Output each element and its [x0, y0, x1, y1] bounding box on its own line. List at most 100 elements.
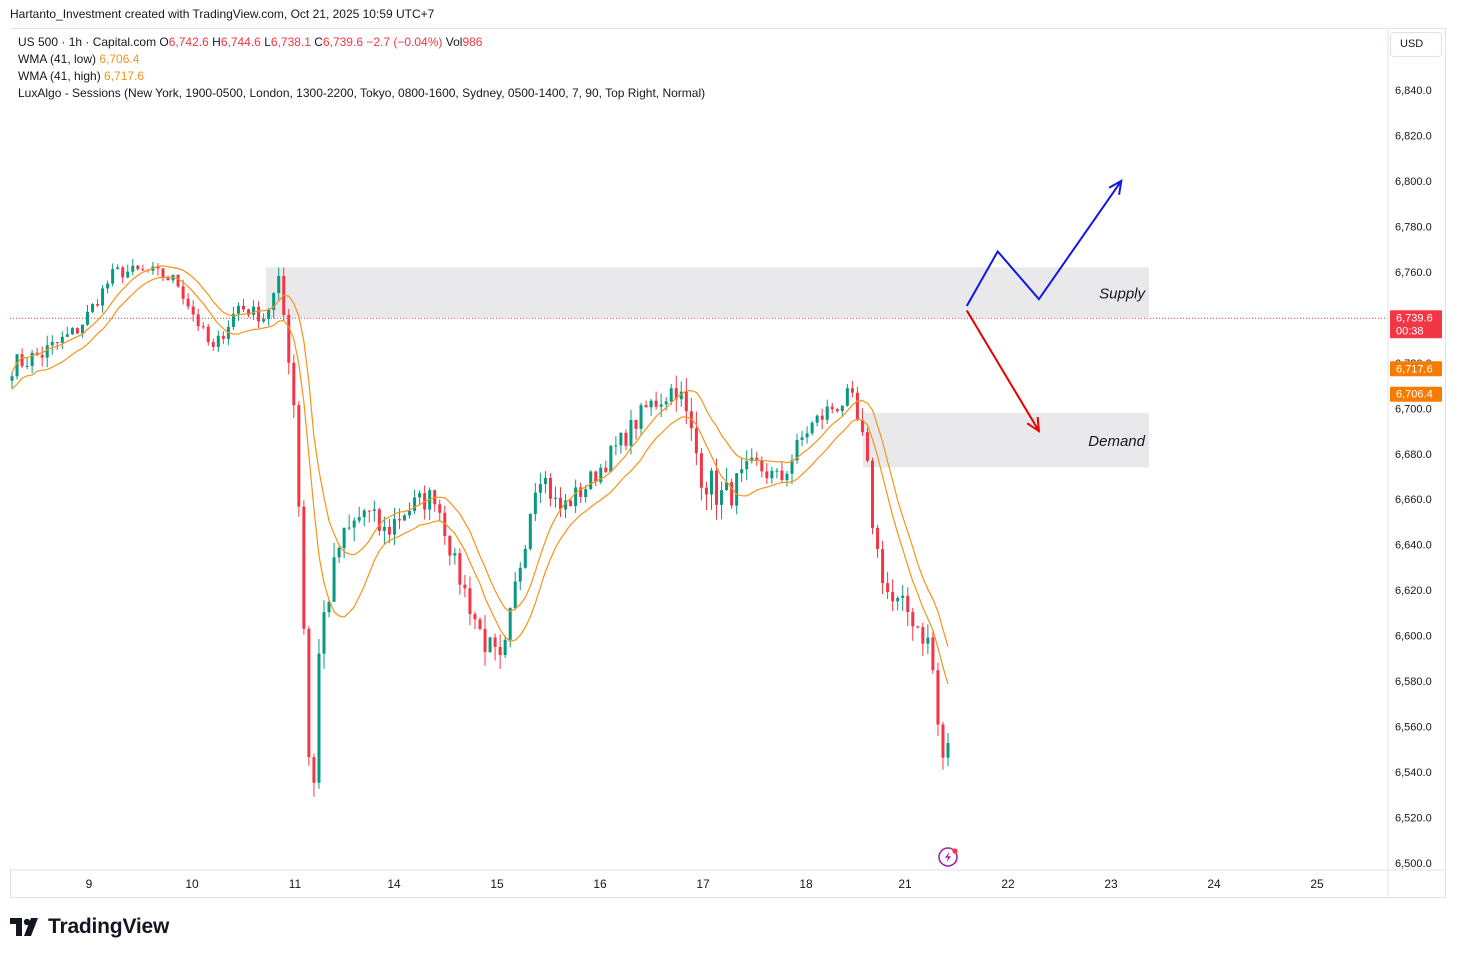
- candle: [272, 292, 276, 319]
- candle: [548, 473, 552, 507]
- low-label: L: [264, 35, 271, 49]
- time-axis: 9 10 11 14 15 16 17 18 21 22 23 24 25: [10, 869, 1446, 891]
- price-tick-label: 6,700.0: [1395, 403, 1432, 415]
- sessions-row[interactable]: LuxAlgo - Sessions (New York, 1900-0500,…: [18, 85, 705, 102]
- candle: [252, 300, 256, 321]
- candle: [317, 638, 321, 789]
- candle: [347, 514, 351, 531]
- bullish-projection-arrow[interactable]: [965, 180, 1123, 307]
- candle: [136, 264, 140, 271]
- plot-area[interactable]: [10, 29, 1387, 869]
- candle: [478, 617, 482, 631]
- candle: [292, 354, 296, 418]
- candle: [176, 274, 180, 289]
- candle: [483, 615, 487, 666]
- time-tick-label: 17: [696, 877, 710, 891]
- price-tick-label: 6,620.0: [1395, 585, 1432, 597]
- candle: [106, 280, 110, 294]
- candle: [740, 457, 744, 482]
- chart-legend: US 500 · 1h · Capital.com O6,742.6 H6,74…: [18, 34, 705, 102]
- tradingview-logo-icon: [10, 918, 38, 936]
- candle: [659, 393, 663, 418]
- candle: [785, 471, 789, 487]
- candle: [196, 308, 200, 332]
- candle: [75, 327, 79, 335]
- candle: [765, 463, 769, 484]
- wma-high-label: WMA (41, high): [18, 69, 101, 83]
- candle: [357, 506, 361, 524]
- price-tick-label: 6,780.0: [1395, 221, 1432, 233]
- wma-high-line[interactable]: [11, 265, 949, 647]
- projection-layer: [965, 179, 1123, 434]
- wma-low-row[interactable]: WMA (41, low) 6,706.4: [18, 51, 705, 68]
- candle: [830, 402, 834, 414]
- change-value: −2.7 (−0.04%): [366, 35, 443, 49]
- candle: [946, 733, 950, 767]
- candle: [649, 398, 653, 416]
- candle: [720, 481, 724, 520]
- candle: [201, 322, 205, 330]
- candle: [131, 258, 135, 276]
- zone-demand[interactable]: [863, 412, 1149, 468]
- candle: [141, 264, 145, 272]
- high-value: 6,744.6: [220, 35, 261, 49]
- candle: [553, 486, 557, 508]
- time-tick-label: 25: [1310, 877, 1324, 891]
- candle: [644, 400, 648, 408]
- zone-supply[interactable]: [266, 267, 1149, 318]
- svg-text:6,717.6: 6,717.6: [1396, 363, 1433, 375]
- candle: [413, 489, 417, 515]
- candle: [302, 500, 306, 635]
- zones-layer: Supply Demand: [266, 267, 1149, 468]
- candle: [699, 448, 703, 501]
- candle: [775, 467, 779, 479]
- candle: [795, 433, 799, 464]
- time-tick-label: 11: [289, 877, 302, 891]
- candle: [941, 721, 945, 770]
- bearish-projection-arrow[interactable]: [965, 310, 1040, 432]
- candle: [921, 622, 925, 657]
- price-tick-label: 6,600.0: [1395, 631, 1432, 643]
- candle: [881, 540, 885, 595]
- candle: [503, 635, 507, 659]
- currency-button[interactable]: USD: [1390, 32, 1442, 57]
- candle: [538, 472, 542, 504]
- candle: [704, 481, 708, 511]
- candle: [96, 299, 100, 308]
- candle: [267, 307, 271, 326]
- candle: [589, 470, 593, 490]
- candle: [559, 487, 563, 518]
- candle: [448, 534, 452, 566]
- candle: [40, 346, 44, 367]
- lightning-icon[interactable]: [938, 847, 958, 867]
- symbol-label[interactable]: US 500 · 1h · Capital.com: [18, 35, 157, 49]
- wma-low-line[interactable]: [11, 276, 949, 685]
- candle: [523, 544, 527, 569]
- chart-caption: Hartanto_Investment created with Trading…: [10, 7, 435, 21]
- candle: [619, 432, 623, 454]
- zone-label-supply: Supply: [1099, 285, 1146, 302]
- candle: [121, 265, 125, 284]
- candle: [901, 584, 905, 611]
- candle: [845, 384, 849, 407]
- time-tick-label: 10: [185, 877, 199, 891]
- candle: [111, 263, 115, 287]
- candle: [85, 304, 89, 327]
- time-tick-label: 21: [898, 877, 912, 891]
- price-tick-label: 6,820.0: [1395, 130, 1432, 142]
- candle: [815, 414, 819, 427]
- candle: [533, 483, 537, 522]
- wma-high-row[interactable]: WMA (41, high) 6,717.6: [18, 68, 705, 85]
- candle: [126, 264, 130, 279]
- tradingview-logo[interactable]: TradingView: [10, 915, 169, 939]
- candle: [669, 384, 673, 405]
- zone-label-demand: Demand: [1088, 433, 1145, 450]
- candle: [735, 472, 739, 515]
- candle: [337, 546, 341, 564]
- volume-value: 986: [462, 35, 483, 49]
- candle: [584, 484, 588, 503]
- price-tick-label: 6,500.0: [1395, 858, 1432, 870]
- candle: [277, 267, 281, 300]
- candle: [493, 633, 497, 661]
